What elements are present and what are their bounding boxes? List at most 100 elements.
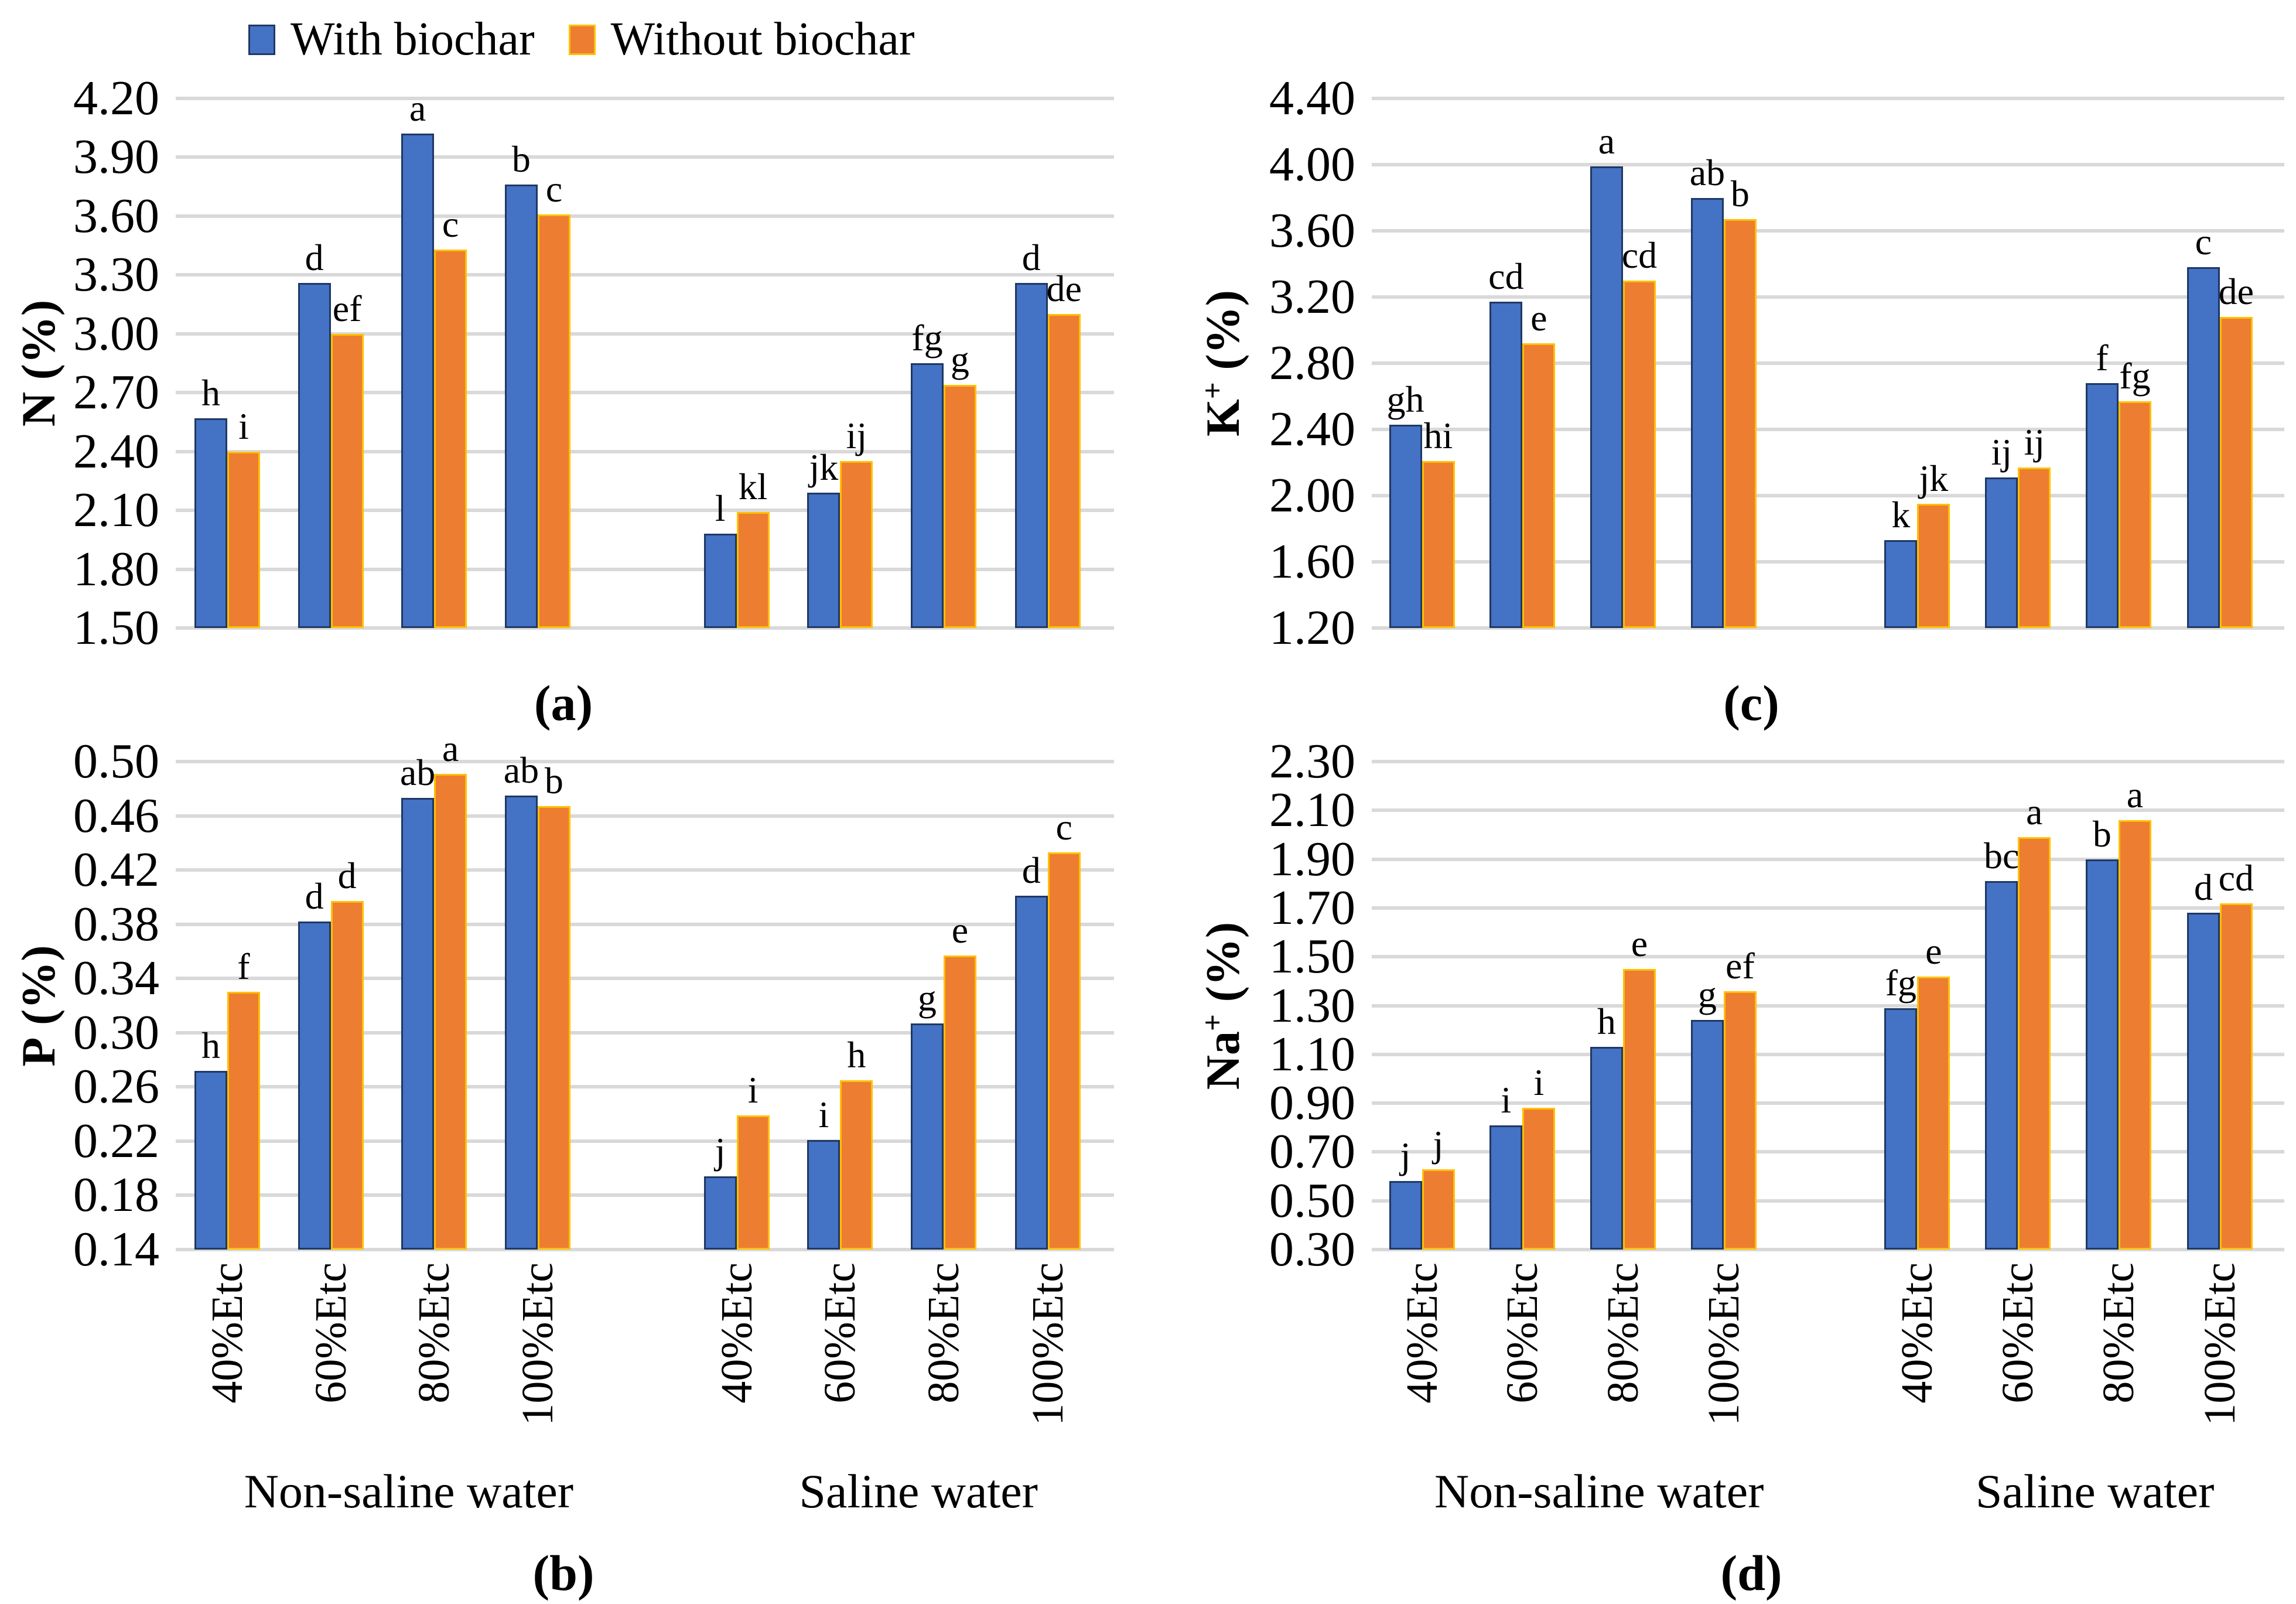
- chart-legend: With biochar Without biochar: [248, 13, 915, 66]
- bar-without-biochar: [1622, 969, 1656, 1250]
- significance-letter: l: [715, 487, 726, 530]
- bar-with-biochar: [1014, 282, 1048, 628]
- significance-letter: ab: [399, 752, 436, 794]
- y-tick-label: 0.22: [73, 1113, 159, 1168]
- significance-letter: j: [715, 1130, 726, 1172]
- bar-with-biochar: [703, 534, 737, 628]
- bar-without-biochar: [434, 249, 467, 628]
- x-tick-label: 80%Etc: [2093, 1262, 2143, 1404]
- significance-letter: e: [1631, 923, 1648, 965]
- bar-without-biochar: [840, 1080, 873, 1250]
- significance-letter: cd: [1621, 234, 1658, 276]
- gridline: [1372, 229, 2284, 233]
- significance-letter: ij: [846, 415, 867, 457]
- significance-letter: fg: [911, 317, 943, 359]
- y-axis-title-sup: +: [1195, 1013, 1229, 1031]
- bar-with-biochar: [1884, 540, 1918, 628]
- significance-letter: a: [1598, 120, 1615, 162]
- gridline: [176, 922, 1114, 926]
- significance-letter: j: [1433, 1122, 1444, 1165]
- group-label: Saline water: [1975, 1465, 2215, 1518]
- significance-letter: fg: [2119, 354, 2151, 397]
- y-tick-label: 0.46: [73, 788, 159, 843]
- bar-with-biochar: [1590, 166, 1623, 628]
- y-axis-title-text: N: [12, 391, 66, 427]
- group-label: Non-saline water: [244, 1465, 574, 1518]
- bar-without-biochar: [1047, 852, 1081, 1250]
- bar-without-biochar: [943, 384, 976, 628]
- gridline: [1372, 97, 2284, 100]
- gridline: [176, 1139, 1114, 1143]
- panel-caption-a: (a): [534, 675, 593, 731]
- y-tick-label: 0.14: [73, 1222, 159, 1277]
- bar-with-biochar: [2085, 859, 2119, 1250]
- legend-label-with-biochar: With biochar: [291, 13, 535, 65]
- significance-letter: d: [305, 236, 324, 278]
- x-tick-label: 100%Etc: [1699, 1262, 1748, 1426]
- significance-letter: c: [545, 168, 563, 210]
- bar-with-biochar: [504, 185, 538, 628]
- y-tick-label: 3.30: [73, 247, 159, 302]
- bar-with-biochar: [2085, 383, 2119, 628]
- gridline: [1372, 955, 2284, 959]
- y-tick-label: 0.26: [73, 1059, 159, 1114]
- y-tick-label: 2.80: [1269, 336, 1355, 390]
- bar-with-biochar: [1489, 1125, 1523, 1250]
- bar-with-biochar: [194, 1070, 227, 1250]
- gridline: [176, 868, 1114, 872]
- gridline: [1372, 626, 2284, 630]
- x-tick-label: 100%Etc: [1023, 1262, 1072, 1426]
- x-tick-label: 40%Etc: [712, 1262, 761, 1404]
- bar-without-biochar: [1047, 314, 1081, 628]
- y-tick-label: 2.10: [73, 483, 159, 538]
- bar-without-biochar: [330, 901, 364, 1250]
- bar-without-biochar: [330, 333, 364, 628]
- y-axis-title-n: N (%): [11, 300, 66, 426]
- y-axis-title-k: K+ (%): [1195, 290, 1250, 436]
- significance-letter: d: [1021, 236, 1041, 278]
- y-tick-label: 2.70: [73, 365, 159, 420]
- significance-letter: g: [917, 977, 937, 1019]
- gridline: [1372, 808, 2284, 813]
- y-tick-label: 0.90: [1269, 1076, 1355, 1131]
- bar-with-biochar: [401, 798, 435, 1250]
- x-tick-label: 40%Etc: [202, 1262, 252, 1404]
- y-axis-title-text: Na: [1196, 1030, 1250, 1090]
- significance-letter: b: [511, 138, 531, 180]
- y-tick-label: 0.50: [73, 734, 159, 789]
- y-tick-label: 1.90: [1269, 831, 1355, 886]
- panel-caption-c: (c): [1723, 675, 1779, 731]
- gridline: [176, 391, 1114, 395]
- significance-letter: g: [1697, 974, 1717, 1016]
- y-tick-label: 4.40: [1269, 71, 1355, 125]
- plot-area-d: j i h g fg bc b d j i e ef e a a cd: [1372, 760, 2284, 1251]
- gridline: [1372, 361, 2284, 365]
- bar-without-biochar: [1723, 219, 1757, 628]
- y-axis-title-unit: (%): [1196, 922, 1250, 1014]
- y-tick-label: 1.10: [1269, 1026, 1355, 1081]
- significance-letter: de: [2218, 270, 2254, 312]
- significance-letter: e: [951, 909, 969, 951]
- bar-without-biochar: [227, 451, 260, 628]
- significance-letter: f: [237, 946, 250, 988]
- plot-area-c: gh cd a ab k ij f c hi e cd b jk ij fg de: [1372, 97, 2284, 630]
- gridline: [1372, 1150, 2284, 1154]
- x-tick-label: 40%Etc: [1892, 1262, 1942, 1404]
- x-tick-label: 60%Etc: [306, 1262, 356, 1404]
- bar-without-biochar: [2118, 820, 2151, 1250]
- gridline: [1372, 1052, 2284, 1056]
- y-tick-label: 3.60: [1269, 203, 1355, 258]
- bar-without-biochar: [1522, 343, 1556, 628]
- y-tick-label: 0.34: [73, 951, 159, 1006]
- gridline: [1372, 1004, 2284, 1008]
- group-label: Saline water: [799, 1465, 1038, 1518]
- bar-without-biochar: [1622, 280, 1656, 628]
- significance-letter: hi: [1423, 414, 1453, 456]
- gridline: [176, 273, 1114, 277]
- significance-letter: h: [201, 1024, 220, 1066]
- y-tick-label: 4.20: [73, 71, 159, 125]
- significance-letter: h: [1597, 1001, 1616, 1043]
- significance-letter: e: [1925, 930, 1942, 972]
